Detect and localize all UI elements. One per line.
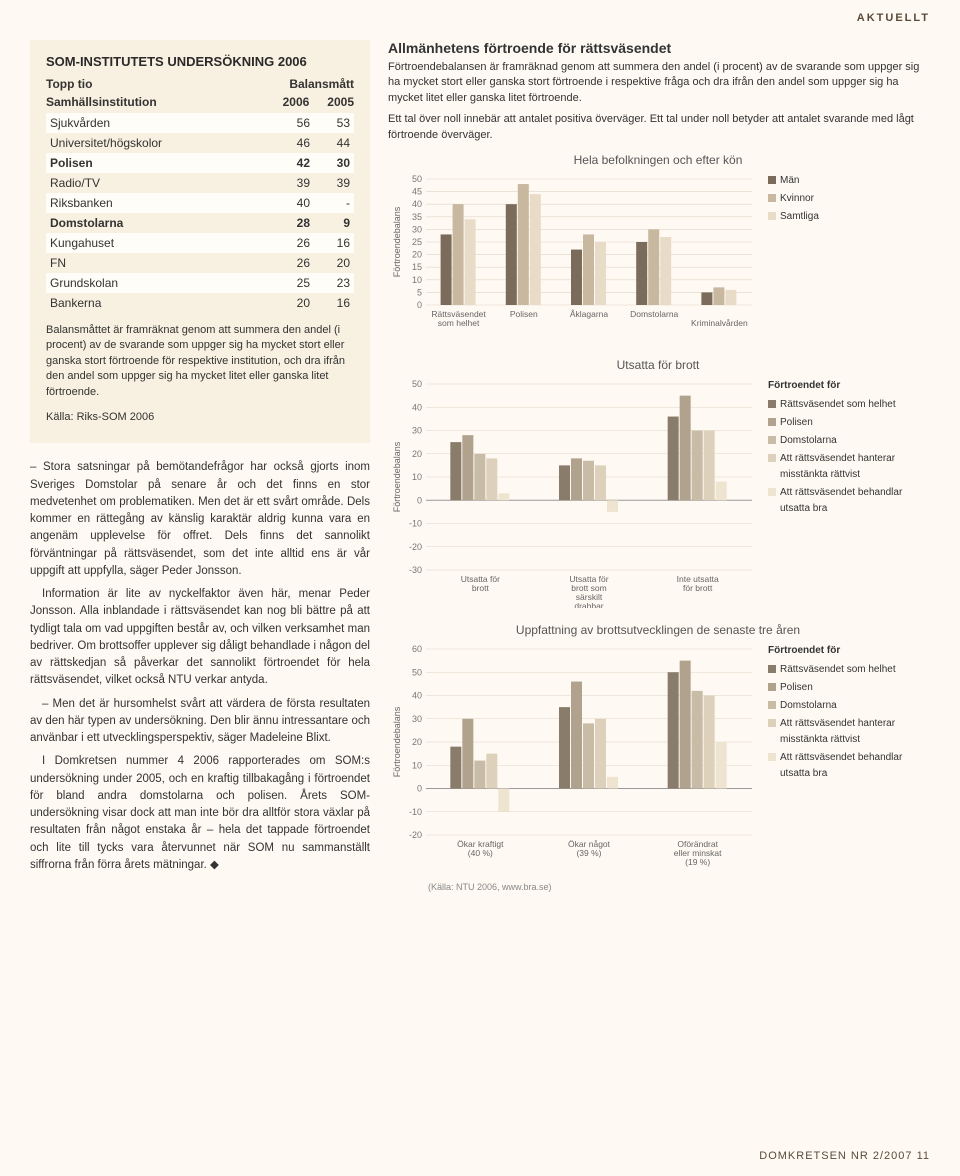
- svg-text:50: 50: [412, 174, 422, 184]
- table-row: Bankerna2016: [46, 293, 354, 313]
- svg-text:50: 50: [412, 667, 422, 677]
- survey-year-2: 2005: [327, 95, 354, 109]
- legend-item: Att rättsväsendet behandlar utsatta bra: [768, 485, 918, 517]
- survey-sub-mid: Balansmått: [289, 77, 354, 91]
- legend-item: Att rättsväsendet hanterar misstänkta rä…: [768, 716, 918, 748]
- svg-text:10: 10: [412, 760, 422, 770]
- body-paragraph: I Domkretsen nummer 4 2006 rapporterades…: [30, 753, 370, 874]
- svg-text:25: 25: [412, 237, 422, 247]
- chart2-legend: Förtroendet för Rättsväsendet som helhet P…: [768, 378, 918, 519]
- chart3: -20-100102030405060Ökar kraftigt(40 %)Ök…: [388, 643, 758, 878]
- survey-table: Sjukvården5653Universitet/högskolor4644P…: [46, 113, 354, 313]
- article-body: – Stora satsningar på bemötandefrågor ha…: [30, 459, 370, 874]
- chart-source: (Källa: NTU 2006, www.bra.se): [428, 882, 928, 892]
- svg-text:Förtroendebalans: Förtroendebalans: [392, 706, 402, 777]
- svg-text:(39 %): (39 %): [576, 848, 601, 858]
- chart1-title: Hela befolkningen och efter kön: [388, 153, 928, 167]
- survey-box: SOM-INSTITUTETS UNDERSÖKNING 2006 Topp t…: [30, 40, 370, 443]
- svg-text:-10: -10: [409, 807, 422, 817]
- chart1: 05101520253035404550Rättsväsendetsom hel…: [388, 173, 758, 348]
- svg-text:20: 20: [412, 737, 422, 747]
- svg-text:60: 60: [412, 644, 422, 654]
- svg-text:Förtroendebalans: Förtroendebalans: [392, 206, 402, 277]
- svg-text:40: 40: [412, 690, 422, 700]
- svg-text:-30: -30: [409, 565, 422, 575]
- legend-item: Män: [768, 173, 918, 189]
- intro-p2: Ett tal över noll innebär att antalet po…: [388, 112, 928, 143]
- table-row: Domstolarna289: [46, 213, 354, 233]
- svg-text:(40 %): (40 %): [468, 848, 493, 858]
- body-paragraph: Information är lite av nyckelfaktor även…: [30, 586, 370, 690]
- svg-text:35: 35: [412, 212, 422, 222]
- legend-item: Domstolarna: [768, 698, 918, 714]
- intro-title: Allmänhetens förtroende för rättsväsende…: [388, 40, 928, 56]
- svg-text:-20: -20: [409, 830, 422, 840]
- svg-text:som helhet: som helhet: [438, 318, 480, 328]
- svg-text:-10: -10: [409, 518, 422, 528]
- body-paragraph: – Stora satsningar på bemötandefrågor ha…: [30, 459, 370, 580]
- legend-title: Förtroendet för: [768, 643, 918, 659]
- legend-item: Domstolarna: [768, 433, 918, 449]
- legend-item: Rättsväsendet som helhet: [768, 662, 918, 678]
- survey-note: Balansmåttet är framräknat genom att sum…: [46, 323, 354, 400]
- svg-text:45: 45: [412, 187, 422, 197]
- svg-text:0: 0: [417, 300, 422, 310]
- svg-text:5: 5: [417, 287, 422, 297]
- section-tag: AKTUELLT: [857, 12, 930, 24]
- chart1-legend: Män Kvinnor Samtliga: [768, 173, 918, 227]
- table-row: Universitet/högskolor4644: [46, 133, 354, 153]
- svg-text:Domstolarna: Domstolarna: [630, 309, 678, 319]
- table-row: Grundskolan2523: [46, 273, 354, 293]
- survey-sub-left: Topp tio: [46, 77, 92, 91]
- survey-source: Källa: Riks-SOM 2006: [46, 410, 354, 425]
- svg-text:30: 30: [412, 224, 422, 234]
- legend-title: Förtroendet för: [768, 378, 918, 394]
- legend-item: Polisen: [768, 680, 918, 696]
- svg-text:Polisen: Polisen: [510, 309, 538, 319]
- page-footer: DOMKRETSEN NR 2/2007 11: [759, 1150, 930, 1162]
- svg-text:Kriminalvården: Kriminalvården: [691, 318, 748, 328]
- svg-text:drabbar: drabbar: [574, 601, 603, 608]
- table-row: Kungahuset2616: [46, 233, 354, 253]
- svg-text:Åklagarna: Åklagarna: [570, 309, 609, 319]
- legend-item: Polisen: [768, 415, 918, 431]
- legend-item: Kvinnor: [768, 191, 918, 207]
- svg-text:(19 %): (19 %): [685, 857, 710, 867]
- body-paragraph: – Men det är hursomhelst svårt att värde…: [30, 696, 370, 748]
- table-row: Radio/TV3939: [46, 173, 354, 193]
- legend-item: Att rättsväsendet behandlar utsatta bra: [768, 750, 918, 782]
- svg-text:10: 10: [412, 472, 422, 482]
- svg-text:för brott: för brott: [683, 583, 713, 593]
- svg-text:40: 40: [412, 402, 422, 412]
- intro-p1: Förtroendebalansen är framräknad genom a…: [388, 60, 928, 106]
- legend-item: Samtliga: [768, 209, 918, 225]
- table-row: Riksbanken40-: [46, 193, 354, 213]
- svg-text:15: 15: [412, 262, 422, 272]
- table-row: Polisen4230: [46, 153, 354, 173]
- chart2-title: Utsatta för brott: [388, 358, 928, 372]
- svg-text:20: 20: [412, 449, 422, 459]
- chart2: -30-20-1001020304050Utsatta förbrottUtsa…: [388, 378, 758, 613]
- svg-text:50: 50: [412, 379, 422, 389]
- svg-text:40: 40: [412, 199, 422, 209]
- legend-item: Att rättsväsendet hanterar misstänkta rä…: [768, 451, 918, 483]
- svg-text:0: 0: [417, 495, 422, 505]
- svg-text:Förtroendebalans: Förtroendebalans: [392, 441, 402, 512]
- svg-text:30: 30: [412, 425, 422, 435]
- svg-text:30: 30: [412, 714, 422, 724]
- svg-text:10: 10: [412, 275, 422, 285]
- table-row: Sjukvården5653: [46, 113, 354, 133]
- svg-text:0: 0: [417, 783, 422, 793]
- survey-sub-institution: Samhällsinstitution: [46, 95, 157, 109]
- svg-text:20: 20: [412, 250, 422, 260]
- table-row: FN2620: [46, 253, 354, 273]
- svg-text:-20: -20: [409, 542, 422, 552]
- svg-text:brott: brott: [472, 583, 490, 593]
- legend-item: Rättsväsendet som helhet: [768, 397, 918, 413]
- chart3-title: Uppfattning av brottsutvecklingen de sen…: [388, 623, 928, 637]
- survey-title: SOM-INSTITUTETS UNDERSÖKNING 2006: [46, 54, 354, 69]
- survey-year-1: 2006: [283, 95, 310, 109]
- chart3-legend: Förtroendet för Rättsväsendet som helhet P…: [768, 643, 918, 784]
